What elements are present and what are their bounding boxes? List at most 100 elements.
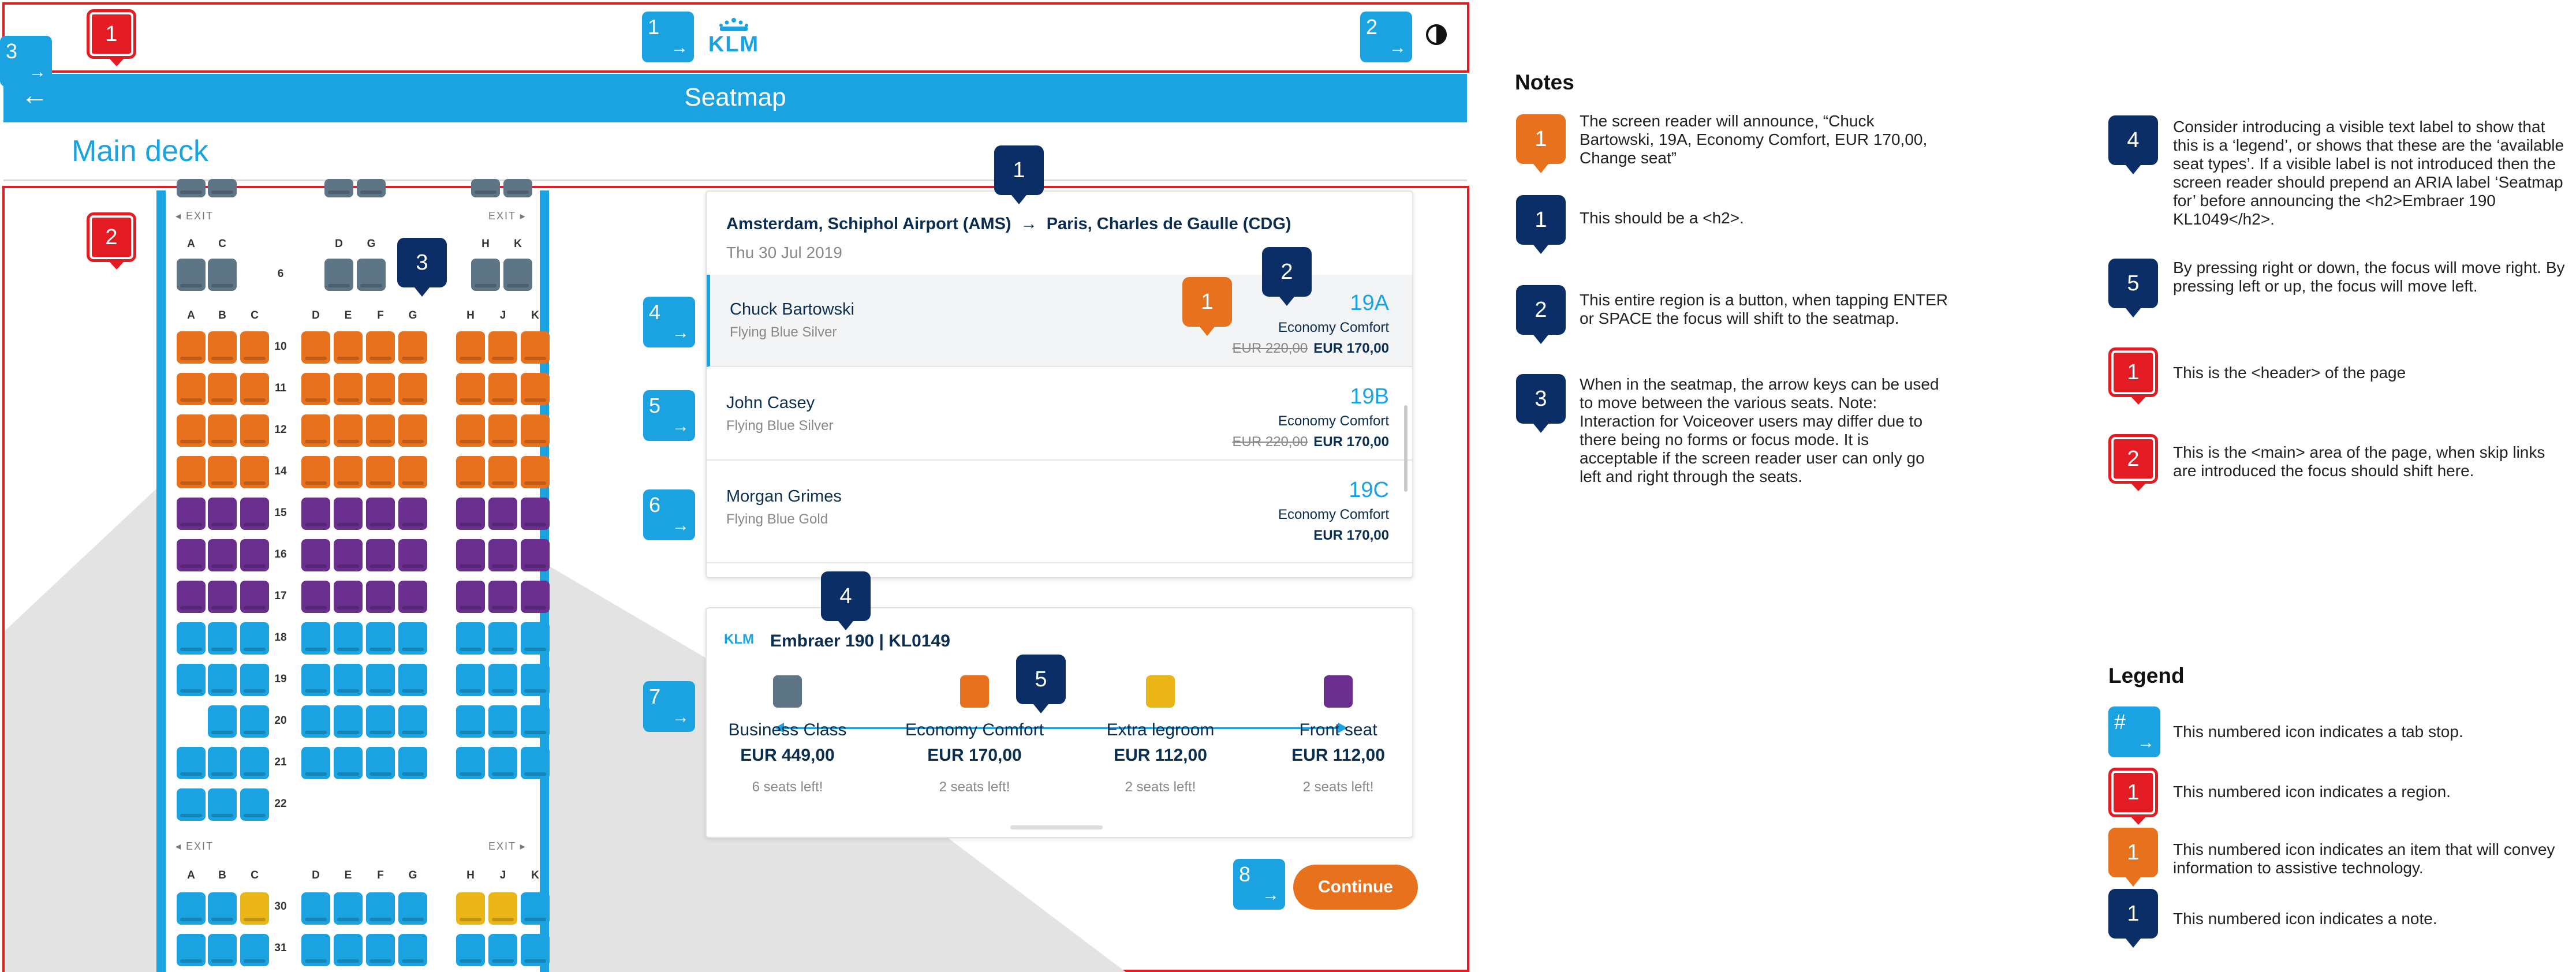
seat[interactable] [240,664,269,696]
seat[interactable] [521,934,550,966]
seat[interactable] [398,622,427,655]
seat[interactable] [240,581,269,613]
seat[interactable] [177,331,206,364]
seat[interactable] [208,581,237,613]
seat[interactable] [398,498,427,530]
seat[interactable] [334,498,363,530]
seat[interactable] [334,934,363,966]
seat[interactable] [240,788,269,821]
seat[interactable] [488,373,517,405]
seat[interactable] [301,934,330,966]
seat[interactable] [398,892,427,925]
scrollbar[interactable] [1404,405,1408,492]
seat[interactable] [366,539,395,571]
seat[interactable] [301,622,330,655]
seat-type-economy-comfort[interactable]: Economy Comfort EUR 170,00 2 seats left! [888,675,1061,795]
seat[interactable] [357,179,386,197]
seat[interactable] [301,747,330,779]
seat[interactable] [398,705,427,738]
seat[interactable] [366,664,395,696]
seat[interactable] [334,414,363,447]
seat[interactable] [208,705,237,738]
seat[interactable] [456,414,485,447]
seat[interactable] [521,456,550,488]
seat[interactable] [208,259,237,291]
seat[interactable] [240,414,269,447]
seat[interactable] [177,788,206,821]
seat[interactable] [456,456,485,488]
seat[interactable] [240,747,269,779]
seat[interactable] [334,664,363,696]
seat[interactable] [177,622,206,655]
seat[interactable] [366,622,395,655]
seat[interactable] [334,622,363,655]
seat[interactable] [366,934,395,966]
seat[interactable] [398,414,427,447]
seat[interactable] [334,539,363,571]
seat[interactable] [366,331,395,364]
seat[interactable] [521,498,550,530]
seat[interactable] [177,414,206,447]
seat[interactable] [488,456,517,488]
seat[interactable] [301,705,330,738]
klm-logo[interactable]: KLM [702,17,766,58]
seat[interactable] [301,581,330,613]
seat[interactable] [521,622,550,655]
seat[interactable] [456,934,485,966]
horizontal-scrollbar[interactable] [1010,825,1103,829]
seat[interactable] [398,747,427,779]
seat[interactable] [488,539,517,571]
seat[interactable] [398,934,427,966]
seat[interactable] [488,747,517,779]
seat[interactable] [366,747,395,779]
seat-type-business[interactable]: Business Class EUR 449,00 6 seats left! [701,675,874,795]
seat[interactable] [488,498,517,530]
seat[interactable] [488,705,517,738]
seat[interactable] [208,373,237,405]
seat[interactable] [398,331,427,364]
seat-type-front-seat[interactable]: Front seat EUR 112,00 2 seats left! [1252,675,1425,795]
seat[interactable] [503,179,532,197]
seat[interactable] [521,581,550,613]
seat[interactable] [208,331,237,364]
seat[interactable] [471,259,500,291]
seat[interactable] [456,581,485,613]
seat[interactable] [456,622,485,655]
seat[interactable] [488,581,517,613]
seat[interactable] [324,259,353,291]
seat[interactable] [208,892,237,925]
seat[interactable] [456,747,485,779]
seat[interactable] [456,664,485,696]
seat[interactable] [208,747,237,779]
seat[interactable] [366,705,395,738]
seat[interactable] [240,456,269,488]
seat[interactable] [208,498,237,530]
seat[interactable] [208,934,237,966]
seat[interactable] [177,664,206,696]
seat[interactable] [208,539,237,571]
seat[interactable] [521,747,550,779]
seat[interactable] [488,664,517,696]
seat[interactable] [301,539,330,571]
seat[interactable] [208,179,237,197]
seat[interactable] [301,373,330,405]
seat[interactable] [208,788,237,821]
seat[interactable] [240,892,269,925]
continue-button[interactable]: Continue [1293,865,1418,910]
seat[interactable] [488,414,517,447]
seat-type-extra-legroom[interactable]: Extra legroom EUR 112,00 2 seats left! [1074,675,1247,795]
seat[interactable] [366,581,395,613]
seat[interactable] [488,622,517,655]
seat[interactable] [398,539,427,571]
seat[interactable] [366,892,395,925]
seat[interactable] [301,456,330,488]
seat[interactable] [301,331,330,364]
seat[interactable] [366,498,395,530]
seat[interactable] [471,179,500,197]
seat[interactable] [488,892,517,925]
seat[interactable] [177,373,206,405]
seat[interactable] [456,539,485,571]
seat[interactable] [334,705,363,738]
seat[interactable] [177,179,206,197]
seat[interactable] [177,539,206,571]
